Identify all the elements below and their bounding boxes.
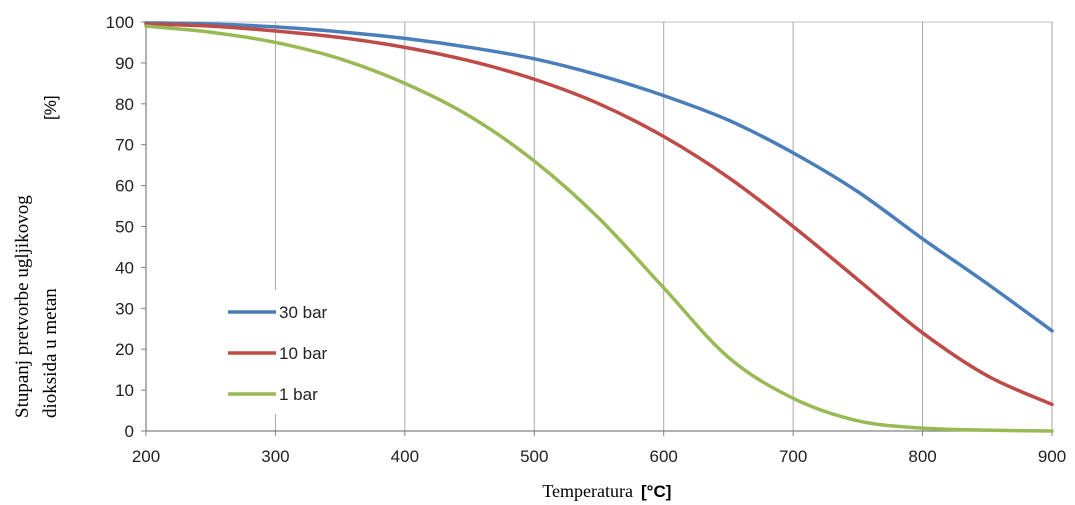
y-tick-label-5: 50 xyxy=(115,218,134,237)
y-tick-label-1: 10 xyxy=(115,381,134,400)
legend-label-0: 30 bar xyxy=(279,303,328,322)
series-lines xyxy=(144,21,1054,433)
y-axis-label-line2: dioksida u metan xyxy=(40,288,61,418)
y-axis-label-unit: [%] xyxy=(41,95,60,120)
series-line-1-bar xyxy=(144,24,1054,433)
legend-label-2: 1 bar xyxy=(279,385,318,404)
y-tick-label-7: 70 xyxy=(115,136,134,155)
y-tick-label-6: 60 xyxy=(115,177,134,196)
series-line-30-bar xyxy=(144,21,1054,333)
y-tick-label-4: 40 xyxy=(115,258,134,277)
y-tick-label-10: 100 xyxy=(106,13,134,32)
y-tick-label-9: 90 xyxy=(115,54,134,73)
legend: 30 bar 10 bar 1 bar xyxy=(212,290,360,414)
x-tick-label-7: 900 xyxy=(1038,447,1066,466)
legend-label-1: 10 bar xyxy=(279,344,328,363)
x-tick-label-5: 700 xyxy=(779,447,807,466)
y-tick-label-3: 30 xyxy=(115,299,134,318)
series-line-10-bar xyxy=(144,22,1054,407)
x-tick-label-2: 400 xyxy=(391,447,419,466)
y-tick-label-2: 20 xyxy=(115,340,134,359)
x-tick-label-0: 200 xyxy=(132,447,160,466)
x-axis-label-unit: [°C] xyxy=(641,482,671,501)
y-tick-label-8: 80 xyxy=(115,95,134,114)
x-tick-label-6: 800 xyxy=(908,447,936,466)
y-tick-label-0: 0 xyxy=(125,422,134,441)
y-axis-label-line1: Stupanj pretvorbe ugljikovog xyxy=(12,195,33,418)
x-axis-label: Temperatura xyxy=(542,481,633,501)
x-tick-label-3: 500 xyxy=(520,447,548,466)
x-tick-label-1: 300 xyxy=(261,447,289,466)
x-tick-label-4: 600 xyxy=(650,447,678,466)
